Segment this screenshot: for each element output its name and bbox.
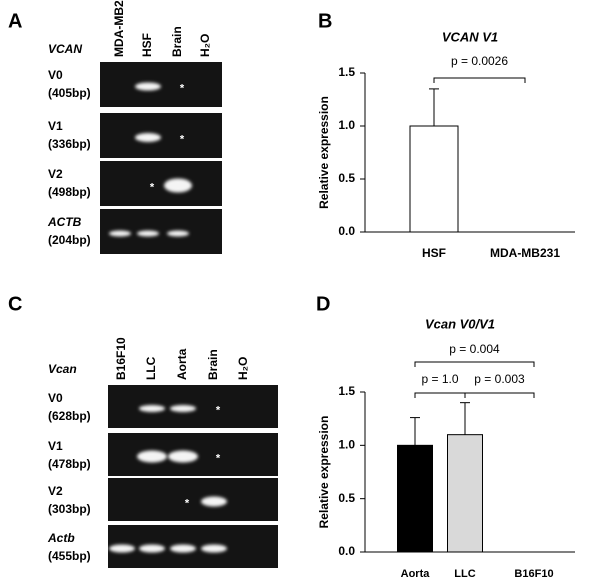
row-label: V1 [48,439,63,453]
row-label: V1 [48,119,63,133]
gel-image [108,478,278,521]
bar [409,125,459,233]
size-label: (478bp) [48,457,91,471]
x-tick-label: HSF [422,246,446,260]
asterisk: * [150,181,155,193]
gel-band [109,544,135,553]
gel-band [201,496,227,507]
size-label: (455bp) [48,549,91,563]
lane-label: MDA-MB231 [112,0,126,57]
y-axis-label: Relative expression [317,416,331,529]
lane-label: HSF [140,33,154,57]
size-label: (498bp) [48,185,91,199]
asterisk: * [216,452,221,464]
gel-band [170,405,196,412]
size-label: (628bp) [48,409,91,423]
y-axis-label: Relative expression [317,96,331,209]
lane-label: H₂O [236,357,250,380]
lane-label: B16F10 [114,337,128,380]
chart-title: VCAN V1 [442,29,498,44]
gel-image [100,62,222,107]
chart-title: Vcan V0/V1 [425,316,495,331]
significance-bracket [433,77,526,83]
bar [447,434,483,553]
y-tick-label: 1.0 [338,118,355,132]
row-label: V0 [48,391,63,405]
size-label: (405bp) [48,86,91,100]
y-tick-label: 0.0 [338,224,355,238]
lane-label: Aorta [175,348,189,380]
row-label: Actb [47,531,75,545]
significance-bracket [414,361,535,367]
y-tick-label: 0.5 [338,491,355,505]
significance-bracket [464,392,535,398]
gel-band [139,544,165,553]
size-label: (204bp) [48,233,91,247]
asterisk: * [180,133,185,145]
x-tick-label: LLC [454,568,475,579]
panel-label: A [8,10,22,32]
bar [397,444,433,553]
lane-label: Brain [170,26,184,57]
gel-band [135,133,161,142]
p-value: p = 0.004 [449,342,500,356]
size-label: (336bp) [48,137,91,151]
asterisk: * [216,404,221,416]
gel-image [100,161,222,206]
panel-label: C [8,293,22,315]
y-tick-label: 1.5 [338,65,355,79]
gel-band [164,178,192,193]
row-label: V0 [48,68,63,82]
asterisk: * [180,82,185,94]
lane-label: Brain [206,349,220,380]
gel-band [201,544,227,553]
gel-band [109,230,131,237]
x-tick-label: Aorta [401,568,431,579]
x-tick-label: B16F10 [514,568,553,579]
p-value: p = 0.0026 [451,54,508,68]
y-tick-label: 1.0 [338,438,355,452]
y-tick-label: 0.0 [338,544,355,558]
row-label: ACTB [47,215,82,229]
y-tick-label: 0.5 [338,171,355,185]
row-label: V2 [48,484,63,498]
gene-label: Vcan [48,362,77,376]
lane-label: H₂O [198,34,212,57]
asterisk: * [185,497,190,509]
p-value: p = 1.0 [421,372,458,386]
gel-band [168,450,198,463]
panel-label: B [318,10,332,32]
x-tick-label: MDA-MB231 [490,246,560,260]
gel-band [139,405,165,412]
gel-image [100,113,222,158]
gene-label: VCAN [48,42,82,56]
significance-bracket [414,392,466,398]
y-tick-label: 1.5 [338,384,355,398]
lane-label: LLC [144,356,158,380]
gel-band [167,230,189,237]
row-label: V2 [48,167,63,181]
p-value: p = 0.003 [474,372,525,386]
gel-band [135,82,161,91]
gel-band [137,450,167,463]
size-label: (303bp) [48,502,91,516]
gel-band [170,544,196,553]
gel-band [137,230,159,237]
panel-label: D [316,293,330,315]
